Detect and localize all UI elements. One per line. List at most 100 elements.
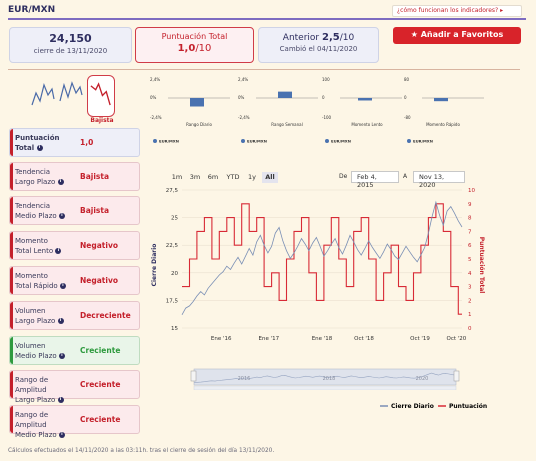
mini-legend: EUR/MXN: [159, 139, 179, 144]
y-tick-right: 6: [468, 243, 472, 249]
info-icon[interactable]: i: [58, 353, 65, 359]
help-link[interactable]: ¿cómo funcionan los indicadores? ▸: [392, 5, 522, 17]
range-1y-button[interactable]: 1y: [248, 173, 256, 181]
indicator-name: Momento Total Rápido i: [15, 271, 79, 291]
nav-label: 2020: [416, 376, 429, 382]
indicator-line1: Tendencia: [15, 168, 51, 176]
y-tick-right: 9: [468, 202, 472, 208]
info-icon[interactable]: i: [58, 432, 65, 438]
navigator-handle-right[interactable]: [453, 370, 460, 382]
indicator-name: Rango de Amplitud Medio Plazo i: [15, 410, 79, 440]
info-icon[interactable]: i: [59, 283, 66, 289]
y-tick-right: 10: [468, 188, 475, 194]
indicator-accent: [10, 371, 13, 398]
chart-grid: [182, 189, 462, 329]
indicator-name: Puntuación Total i: [15, 133, 79, 153]
score-max: /10: [195, 43, 212, 54]
indicator-accent: [10, 406, 13, 433]
mini-chart-rango-semanal: 2,4% 0% -2,4% Rango Semanal EUR/MXN: [238, 77, 318, 144]
y-axis-right-label: Puntuación Total: [478, 237, 485, 294]
legend-score-label: Puntuación: [449, 403, 487, 410]
indicator-name: Rango de Amplitud Largo Plazo i: [15, 375, 79, 405]
x-tick: Ene '18: [312, 336, 333, 342]
indicator-line2: Total Lento: [15, 247, 54, 255]
add-favorites-button[interactable]: ★ Añadir a Favoritos: [393, 27, 521, 44]
to-date-input[interactable]: Nov 13, 2020: [413, 171, 465, 189]
y-tick-left: 27,5: [166, 188, 179, 194]
close-price-box: 24,150 cierre de 13/11/2020: [9, 27, 132, 63]
bearish-gauge[interactable]: [87, 75, 115, 117]
indicator-name: Tendencia Medio Plazo i: [15, 201, 79, 221]
mini-chart-momento-lento: 100 0 -100 Momento Lento EUR/MXN: [322, 77, 402, 144]
indicator-name: Tendencia Largo Plazo i: [15, 167, 79, 187]
navigator-scrollbar[interactable]: [193, 385, 457, 390]
y-tick-right: 5: [468, 257, 472, 263]
mini-chart-momento-rapido: 80 0 -80 Momento Rápido EUR/MXN: [404, 77, 484, 144]
close-label: cierre de 13/11/2020: [33, 47, 108, 55]
bearish-trend-icon: [90, 82, 111, 106]
indicator-momento-rapido[interactable]: Momento Total Rápido i Negativo: [9, 266, 140, 295]
range-3m-button[interactable]: 3m: [189, 173, 201, 181]
indicator-line1: Puntuación: [15, 134, 60, 142]
range-all-button[interactable]: All: [262, 172, 278, 183]
mini-y-top: 100: [322, 77, 330, 82]
indicator-line1: Momento: [15, 237, 48, 245]
indicator-tendencia-largo[interactable]: Tendencia Largo Plazo i Bajista: [9, 162, 140, 191]
info-icon[interactable]: i: [57, 397, 64, 403]
y-tick-right: 3: [468, 285, 472, 291]
indicator-name: Momento Total Lento i: [15, 236, 79, 256]
indicator-volumen-medio[interactable]: Volumen Medio Plazo i Creciente: [9, 336, 140, 365]
info-icon[interactable]: i: [57, 179, 64, 185]
prev-change-date: Cambió el 04/11/2020: [279, 45, 358, 53]
range-ytd-button[interactable]: YTD: [226, 173, 240, 181]
indicator-line2: Medio Plazo: [15, 212, 57, 220]
mini-y-mid: 0: [404, 95, 407, 100]
indicator-momento-lento[interactable]: Momento Total Lento i Negativo: [9, 231, 140, 260]
navigator-handle-left[interactable]: [190, 370, 197, 382]
indicator-tendencia-medio[interactable]: Tendencia Medio Plazo i Bajista: [9, 196, 140, 225]
indicator-amplitud-largo[interactable]: Rango de Amplitud Largo Plazo i Creciente: [9, 370, 140, 404]
x-tick: Oct '20: [447, 336, 467, 342]
info-icon[interactable]: i: [36, 145, 43, 151]
indicator-line2: Largo Plazo: [15, 396, 56, 404]
mini-y-bot: -2,4%: [150, 115, 162, 120]
indicator-amplitud-medio[interactable]: Rango de Amplitud Medio Plazo i Creciente: [9, 405, 140, 439]
range-1m-button[interactable]: 1m: [171, 173, 183, 181]
prev-display: Anterior 2,5/10: [259, 32, 378, 43]
indicator-accent: [10, 232, 13, 259]
close-value: 24,150: [49, 32, 92, 45]
footnote: Cálculos efectuados el 14/11/2020 a las …: [8, 448, 275, 454]
indicator-value: Bajista: [80, 172, 110, 181]
info-icon[interactable]: i: [55, 248, 62, 254]
from-date-input[interactable]: Feb 4, 2015: [351, 171, 399, 189]
range-6m-button[interactable]: 6m: [207, 173, 219, 181]
chart-navigator[interactable]: 2016 2018 2020: [190, 368, 460, 390]
page-title: EUR/MXN: [8, 5, 56, 15]
indicator-value: Creciente: [80, 415, 121, 424]
indicator-line2: Total: [15, 144, 35, 152]
indicator-accent: [10, 302, 13, 329]
info-icon[interactable]: i: [58, 213, 65, 219]
mini-bar: [434, 98, 448, 102]
indicator-volumen-largo[interactable]: Volumen Largo Plazo i Decreciente: [9, 301, 140, 330]
info-icon[interactable]: i: [57, 318, 64, 324]
y-tick-left: 17,5: [166, 298, 179, 304]
x-tick: Ene '17: [258, 336, 279, 342]
score-display: 1,0/10: [136, 43, 253, 54]
mini-y-mid: 0%: [238, 95, 245, 100]
prev-max: /10: [339, 33, 355, 43]
add-favorites-label: Añadir a Favoritos: [420, 30, 504, 39]
y-tick-right: 1: [468, 312, 472, 318]
score-series-line: [182, 203, 462, 315]
y-axis-left-label: Cierre Diario: [151, 244, 158, 287]
navigator-line: [193, 372, 457, 384]
indicator-value: Decreciente: [80, 311, 131, 320]
indicator-accent: [10, 129, 13, 156]
prev-value: 2,5: [322, 32, 340, 43]
from-label: De: [339, 173, 348, 180]
indicator-puntuacion-total[interactable]: Puntuación Total i 1,0: [9, 128, 140, 157]
legend-dot-icon: [325, 139, 329, 143]
mini-title: Momento Lento: [351, 122, 383, 127]
